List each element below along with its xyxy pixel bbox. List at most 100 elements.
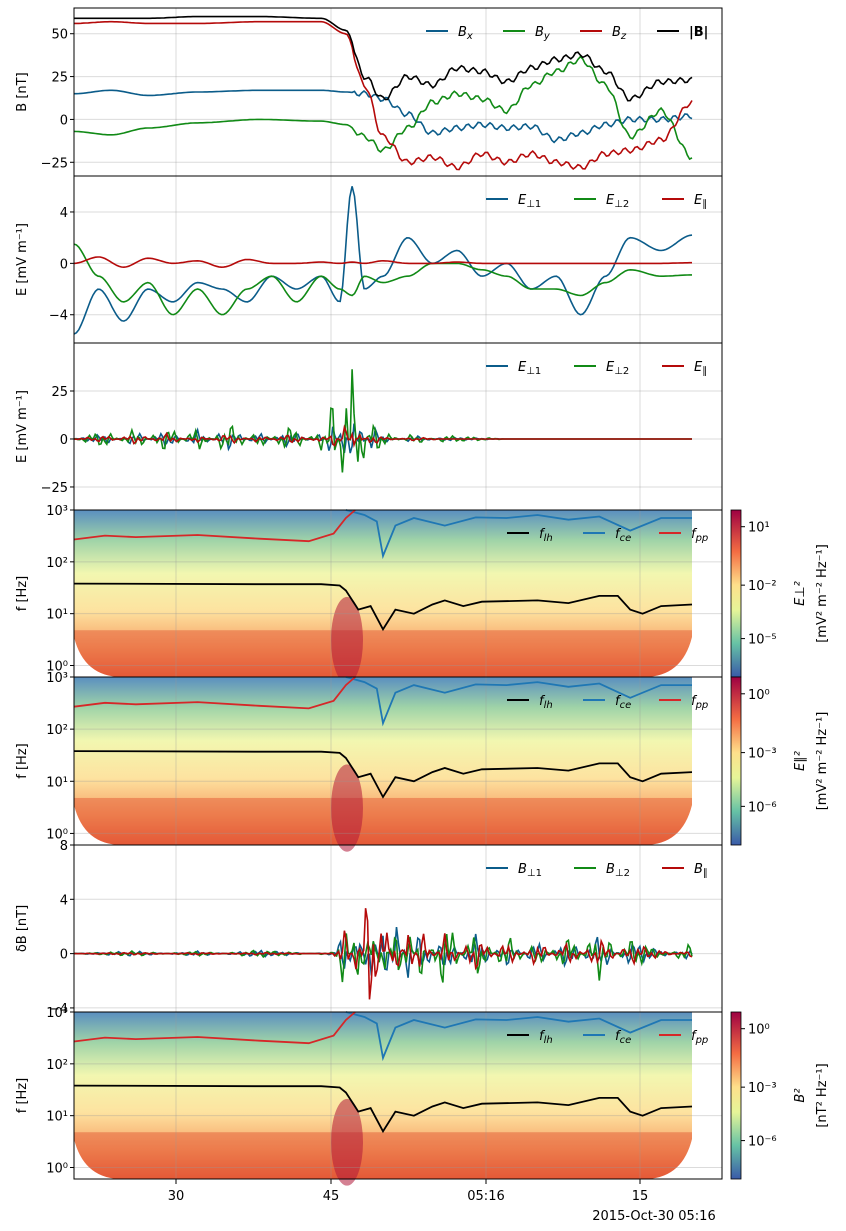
colorbar-label: B² [793, 1088, 808, 1102]
colorbar-label: E⊥² [793, 581, 808, 606]
legend-label: By [535, 25, 551, 42]
y-tick-label: 25 [51, 71, 68, 86]
spectrogram-low-band [74, 1132, 692, 1179]
colorbar-tick-label: 10⁻⁵ [748, 633, 777, 648]
y-tick-label: 10¹ [46, 608, 68, 623]
f-pp-line [73, 1011, 356, 1045]
spectrogram-image [74, 677, 692, 845]
y-tick-label: −25 [41, 156, 68, 171]
legend-label: B⊥1 [518, 862, 542, 879]
f-lh-line [73, 582, 693, 632]
legend: B⊥1 B⊥2 B∥ [486, 862, 708, 879]
legend: flh fce fpp [507, 694, 708, 711]
y-tick-label: 0 [60, 113, 68, 128]
coi-right [644, 637, 692, 677]
legend-label: Bz [612, 25, 627, 42]
series-line-3 [73, 256, 692, 269]
legend: Bx By Bz |B| [426, 25, 708, 42]
series-line-1 [73, 186, 693, 335]
y-tick-label: 10¹ [46, 775, 68, 790]
coi-left [74, 637, 122, 677]
legend-label: Bx [458, 25, 473, 42]
legend: flh fce fpp [507, 1029, 708, 1046]
legend-label: fpp [691, 694, 708, 711]
colorbar: 10⁰ 10⁻³ 10⁻⁶ E∥² [mV² m⁻² Hz⁻¹] [730, 676, 830, 846]
y-tick-label: 10² [46, 723, 68, 738]
y-tick-label: −4 [49, 1002, 68, 1017]
y-tick-label: 10⁰ [46, 660, 68, 675]
series-line-1 [74, 89, 693, 144]
y-axis-label: B [nT] [15, 72, 30, 111]
spectrogram-image [74, 510, 692, 677]
panel-7: 10⁰ 10⁻³ 10⁻⁶ B² [nT² Hz⁻¹] 10³ 10² 10¹ 10⁰ flh fc… [15, 1006, 830, 1186]
legend-label: E⊥2 [606, 360, 629, 377]
legend-label: E∥ [694, 360, 707, 377]
y-tick-label: 4 [60, 206, 68, 221]
panel-3: 25 0 −25 E⊥1 E⊥2 E∥ E [mV m⁻¹] [15, 342, 723, 511]
y-tick-label: −25 [41, 481, 68, 496]
x-tick-label: 05:16 [467, 1189, 504, 1204]
f-pp-line [73, 509, 356, 543]
colorbar-units: [nT² Hz⁻¹] [815, 1063, 830, 1127]
legend-label: E∥ [694, 193, 707, 210]
x-tick-label: 45 [323, 1189, 340, 1204]
y-tick-label: −4 [49, 309, 68, 324]
series-line-3 [74, 908, 693, 1000]
colorbar: 10¹ 10⁻² 10⁻⁵ E⊥² [mV² m⁻² Hz⁻¹] [730, 509, 830, 678]
legend-label: fce [615, 527, 631, 544]
series-line-2 [73, 243, 692, 316]
y-tick-label: 10⁰ [46, 1162, 68, 1177]
spectrogram-burst [331, 596, 363, 684]
y-axis-label: E [mV m⁻¹] [15, 223, 30, 296]
y-axis-label: f [Hz] [15, 743, 30, 778]
y-tick-label: 8 [60, 839, 68, 854]
legend-label: B⊥2 [606, 862, 630, 879]
legend: E⊥1 E⊥2 E∥ [486, 360, 707, 377]
series-line-3 [74, 20, 693, 171]
legend-label: flh [539, 527, 553, 544]
coi-right [644, 805, 692, 845]
series-line-2 [73, 369, 692, 473]
coi-left [74, 1139, 122, 1179]
coi-right [644, 1139, 692, 1179]
x-tick-label: 30 [168, 1189, 185, 1204]
y-axis-label: f [Hz] [15, 576, 30, 611]
f-ce-line [345, 509, 692, 560]
f-ce-line [345, 1011, 692, 1062]
spectrogram-empty-right [692, 1012, 722, 1179]
legend: flh fce fpp [507, 527, 708, 544]
colorbar-tick-label: 10⁻⁶ [748, 800, 777, 815]
panel-1: 50 25 0 −25 Bx By Bz |B| B [nT] [15, 7, 723, 177]
panel-4: 10¹ 10⁻² 10⁻⁵ E⊥² [mV² m⁻² Hz⁻¹] 10³ 10² 10¹ 10⁰… [15, 504, 830, 684]
spectrogram-empty-right [692, 510, 722, 677]
colorbar-tick-label: 10⁻⁶ [748, 1135, 777, 1150]
y-tick-label: 4 [60, 893, 68, 908]
y-tick-label: 10⁰ [46, 827, 68, 842]
legend-label: flh [539, 1029, 553, 1046]
y-tick-label: 25 [51, 385, 68, 400]
panel-2: 4 0 −4 E⊥1 E⊥2 E∥ E [mV m⁻¹] [15, 175, 723, 344]
series-line-4 [74, 15, 693, 102]
spectrogram-burst [331, 764, 363, 852]
y-axis-label: δB [nT] [15, 905, 30, 952]
spectrogram-burst [331, 1098, 363, 1186]
colorbar-tick-label: 10⁻³ [748, 747, 777, 762]
f-lh-line [73, 750, 693, 799]
colorbar-tick-label: 10⁻² [748, 579, 777, 594]
series-line-3 [73, 424, 692, 448]
y-tick-label: 0 [60, 257, 68, 272]
panel-6: 8 4 0 −4 B⊥1 B⊥2 B∥ δB [nT] [15, 839, 723, 1017]
colorbar-tick-label: 10¹ [748, 521, 770, 536]
spectrogram-empty-right [692, 677, 722, 845]
legend-label: fce [615, 694, 631, 711]
y-axis-label: f [Hz] [15, 1078, 30, 1113]
colorbar-units: [mV² m⁻² Hz⁻¹] [815, 712, 830, 811]
legend-label: E⊥1 [518, 360, 541, 377]
legend-label: E⊥2 [606, 193, 629, 210]
spectrogram-low-band [74, 797, 692, 845]
colorbar-tick-label: 10⁻³ [748, 1081, 777, 1096]
colorbar-label: E∥² [793, 751, 808, 771]
legend-label: fce [615, 1029, 631, 1046]
spectrogram-image [74, 1012, 692, 1179]
legend: E⊥1 E⊥2 E∥ [486, 193, 707, 210]
